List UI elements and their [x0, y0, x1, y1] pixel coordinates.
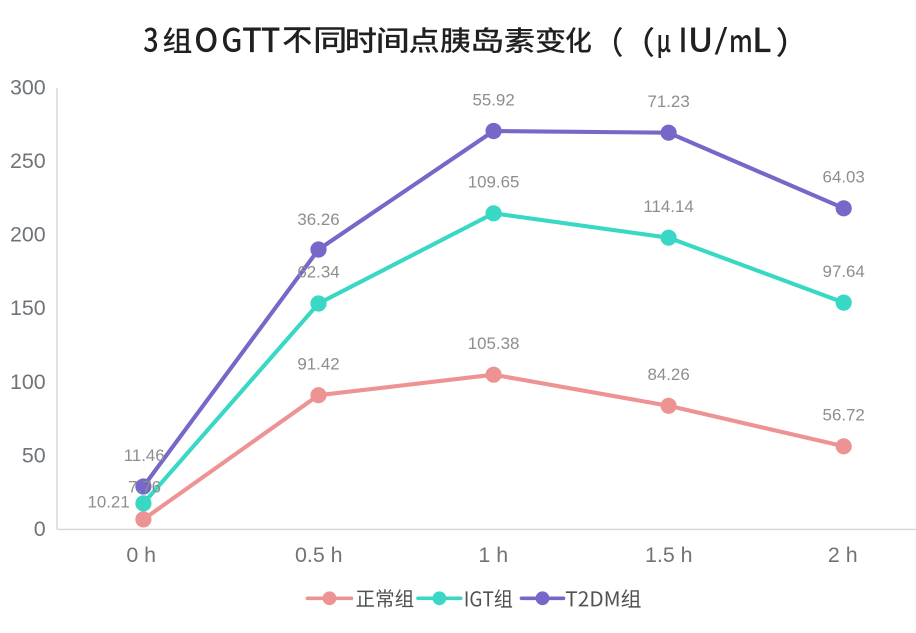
svg-text:105.38: 105.38	[468, 334, 520, 353]
svg-text:114.14: 114.14	[643, 197, 693, 216]
svg-text:1 h: 1 h	[478, 543, 508, 567]
svg-text:11.46: 11.46	[124, 446, 165, 465]
svg-text:62.34: 62.34	[297, 263, 339, 282]
svg-text:36.26: 36.26	[297, 210, 339, 229]
svg-text:150: 150	[10, 296, 46, 320]
svg-text:56.72: 56.72	[823, 406, 865, 425]
svg-text:0.5 h: 0.5 h	[295, 543, 343, 567]
svg-text:2 h: 2 h	[828, 543, 858, 567]
svg-text:250: 250	[10, 149, 46, 173]
svg-text:71.23: 71.23	[647, 92, 689, 111]
svg-text:84.26: 84.26	[647, 365, 689, 384]
svg-text:97.64: 97.64	[823, 262, 865, 281]
svg-text:50: 50	[22, 443, 46, 467]
svg-text:64.03: 64.03	[823, 168, 865, 187]
svg-text:55.92: 55.92	[472, 90, 514, 109]
svg-text:200: 200	[10, 223, 46, 247]
svg-text:0: 0	[34, 517, 46, 541]
svg-text:7.76: 7.76	[128, 478, 161, 497]
svg-text:300: 300	[10, 76, 46, 100]
svg-text:100: 100	[10, 370, 46, 394]
svg-text:91.42: 91.42	[297, 355, 339, 374]
svg-text:0 h: 0 h	[126, 543, 156, 567]
svg-text:10.21: 10.21	[87, 493, 129, 512]
svg-text:109.65: 109.65	[468, 173, 520, 192]
svg-text:1.5 h: 1.5 h	[645, 543, 693, 567]
